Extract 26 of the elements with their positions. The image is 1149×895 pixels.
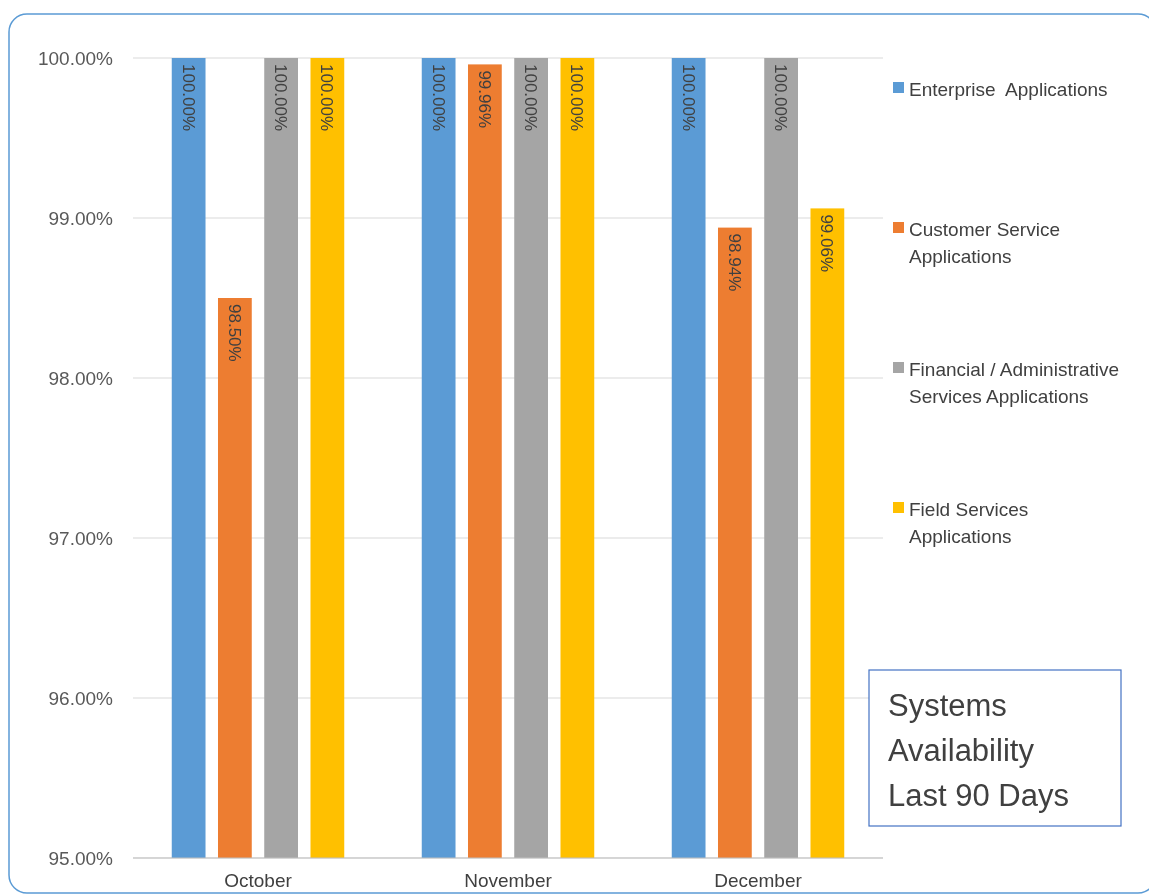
data-label: 100.00% xyxy=(521,64,541,132)
y-tick-label: 96.00% xyxy=(48,687,114,709)
data-label: 100.00% xyxy=(178,64,198,132)
data-label: 100.00% xyxy=(771,64,791,132)
x-tick-label: November xyxy=(464,870,553,891)
y-tick-label: 95.00% xyxy=(48,847,114,869)
y-tick-label: 98.00% xyxy=(48,367,114,389)
x-tick-label: December xyxy=(714,870,803,891)
data-label: 98.50% xyxy=(224,304,244,362)
y-tick-label: 99.00% xyxy=(48,207,114,229)
y-tick-label: 97.00% xyxy=(48,527,114,549)
data-label: 100.00% xyxy=(567,64,587,132)
legend-label: Enterprise Applications xyxy=(909,78,1108,100)
data-label: 100.00% xyxy=(271,64,291,132)
data-label: 100.00% xyxy=(428,64,448,132)
legend-label: Field Services Applications xyxy=(909,498,1029,547)
data-label: 99.96% xyxy=(474,70,494,129)
data-label: 100.00% xyxy=(678,64,698,132)
data-label: 99.06% xyxy=(817,214,837,273)
data-label: 98.94% xyxy=(724,233,744,292)
legend-label: Financial / Administrative Services Applications xyxy=(909,358,1120,407)
data-label: 100.00% xyxy=(317,64,337,132)
y-tick-label: 100.00% xyxy=(37,47,114,69)
text: Systems Availability Last 90 Days xyxy=(888,687,1069,813)
x-tick-label: October xyxy=(224,870,293,891)
legend-label: Customer Service Applications xyxy=(909,218,1060,267)
